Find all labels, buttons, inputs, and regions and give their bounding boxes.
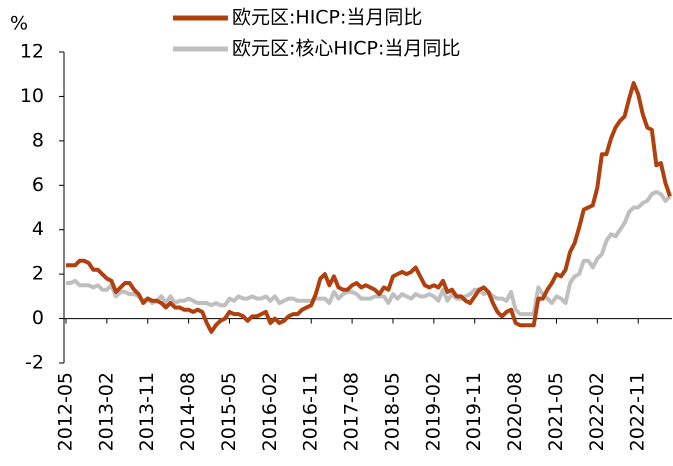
x-tick-label: 2015-05: [218, 372, 240, 451]
x-tick-label: 2017-08: [341, 372, 363, 451]
series-line: [66, 81, 672, 334]
x-tick-label: 2020-08: [504, 372, 526, 451]
y-tick-label: 4: [32, 218, 44, 240]
x-tick-label: 2021-05: [545, 372, 567, 451]
y-tick-label: 12: [20, 41, 44, 63]
legend-label: 欧元区:HICP:当月同比: [232, 7, 422, 29]
x-tick-label: 2018-05: [381, 372, 403, 451]
x-tick-label: 2019-11: [463, 372, 485, 451]
x-tick-label: 2013-11: [136, 372, 158, 451]
y-tick-label: -2: [25, 352, 44, 374]
series-line: [66, 189, 672, 317]
x-tick-label: 2019-02: [422, 372, 444, 451]
y-tick-label: 0: [32, 307, 44, 329]
x-tick-label: 2016-11: [300, 372, 322, 451]
x-tick-label: 2022-11: [627, 372, 649, 451]
x-tick-label: 2022-02: [586, 372, 608, 451]
y-unit: %: [10, 13, 28, 35]
y-tick-label: 6: [32, 174, 44, 196]
x-tick-label: 2016-02: [259, 372, 281, 451]
y-tick-label: 2: [32, 263, 44, 285]
legend-label: 欧元区:核心HICP:当月同比: [232, 38, 460, 60]
x-tick-label: 2014-08: [177, 372, 199, 451]
y-tick-label: 8: [32, 129, 44, 151]
x-tick-label: 2013-02: [95, 372, 117, 451]
y-tick-label: 10: [20, 85, 44, 107]
x-tick-label: 2012-05: [55, 372, 77, 451]
